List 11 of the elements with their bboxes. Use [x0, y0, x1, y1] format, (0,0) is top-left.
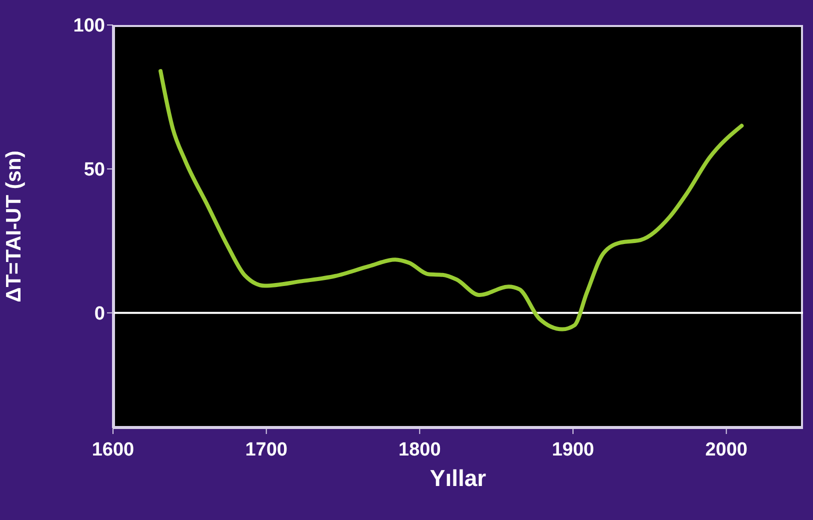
x-tick-label: 1800 — [398, 439, 441, 460]
x-axis-title: Yıllar — [430, 465, 486, 491]
x-tick-label: 1600 — [92, 439, 134, 460]
line-series — [158, 69, 744, 332]
x-tick-label: 1700 — [245, 439, 288, 460]
y-tick-label: 0 — [94, 304, 105, 325]
y-tick-label: 100 — [73, 16, 105, 37]
x-tick-label: 2000 — [705, 439, 748, 460]
y-tick-label: 50 — [84, 160, 105, 181]
x-tick-label: 1900 — [552, 439, 594, 460]
y-axis-title: ΔT=TAI-UT (sn) — [2, 150, 26, 302]
